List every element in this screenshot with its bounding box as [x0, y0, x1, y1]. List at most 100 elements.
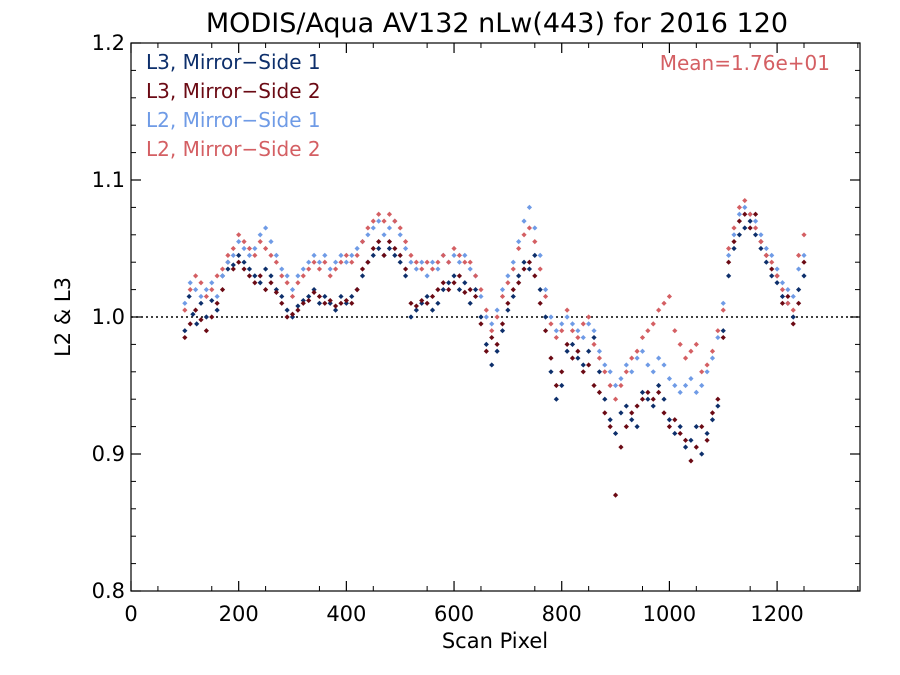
data-point-series-4 — [397, 225, 403, 231]
data-point-series-2 — [397, 252, 403, 258]
x-axis-ticks: 0 200 400 600 800 1000 1200 — [124, 43, 859, 626]
data-point-series-2 — [677, 430, 683, 437]
data-point-series-1 — [612, 430, 619, 437]
data-point-series-4 — [709, 348, 716, 354]
data-point-series-2 — [230, 266, 236, 272]
data-point-series-4 — [376, 211, 382, 217]
data-point-series-3 — [736, 211, 742, 217]
data-point-series-2 — [731, 239, 737, 245]
data-point-series-3 — [295, 273, 301, 279]
x-tick-label: 400 — [326, 602, 366, 626]
x-tick-label: 600 — [434, 602, 474, 626]
data-point-series-4 — [661, 300, 667, 306]
legend-entry-1: L3, Mirror−Side 1 — [146, 50, 321, 74]
data-point-series-3 — [682, 382, 689, 389]
data-point-series-1 — [688, 437, 694, 443]
data-point-series-3 — [467, 266, 473, 272]
data-point-series-3 — [763, 245, 769, 252]
data-point-series-3 — [349, 252, 355, 258]
data-point-series-3 — [661, 362, 667, 368]
data-point-series-1 — [273, 287, 279, 293]
data-point-series-4 — [586, 314, 592, 320]
data-point-series-4 — [327, 273, 333, 279]
data-point-series-2 — [752, 211, 759, 217]
data-point-series-1 — [489, 362, 495, 368]
data-point-series-3 — [720, 300, 726, 306]
data-point-series-3 — [769, 252, 775, 258]
data-point-series-2 — [693, 444, 699, 450]
data-point-series-3 — [451, 252, 457, 258]
data-point-series-3 — [246, 252, 253, 258]
data-point-series-1 — [343, 300, 349, 306]
data-point-series-2 — [322, 300, 328, 306]
data-point-series-1 — [564, 348, 570, 354]
data-point-series-4 — [769, 259, 775, 265]
data-point-series-4 — [322, 259, 328, 265]
data-point-series-1 — [186, 293, 192, 300]
data-point-series-2 — [521, 266, 527, 272]
data-point-series-1 — [306, 293, 312, 300]
data-point-series-3 — [758, 232, 764, 238]
data-point-series-4 — [699, 369, 705, 375]
data-point-series-4 — [796, 252, 802, 258]
data-point-series-1 — [198, 300, 204, 306]
data-point-series-1 — [413, 307, 419, 313]
data-point-series-4 — [462, 259, 468, 265]
data-point-series-3 — [322, 252, 328, 258]
data-point-series-2 — [316, 293, 323, 300]
data-point-series-1 — [456, 287, 463, 293]
data-point-series-1 — [349, 293, 355, 300]
data-point-series-4 — [742, 197, 748, 204]
data-point-series-1 — [424, 293, 430, 300]
data-point-series-2 — [596, 389, 603, 395]
data-point-series-3 — [381, 232, 387, 238]
data-point-series-1 — [532, 252, 538, 258]
data-point-series-3 — [489, 321, 495, 327]
data-point-series-4 — [478, 287, 484, 293]
data-point-series-2 — [268, 280, 274, 286]
data-point-series-1 — [639, 389, 646, 395]
data-point-series-2 — [682, 437, 689, 443]
data-point-series-4 — [483, 307, 489, 313]
data-point-series-3 — [591, 328, 597, 334]
data-point-series-1 — [246, 266, 253, 272]
data-point-series-4 — [316, 266, 323, 272]
data-point-series-2 — [370, 245, 376, 252]
data-point-series-3 — [343, 259, 349, 265]
data-point-series-4 — [575, 334, 581, 341]
data-point-series-4 — [752, 225, 759, 231]
data-point-series-1 — [553, 396, 559, 402]
data-point-series-3 — [182, 300, 188, 306]
data-point-series-3 — [790, 293, 796, 300]
data-point-series-1 — [747, 218, 753, 224]
data-point-series-2 — [537, 300, 543, 306]
data-point-series-4 — [785, 300, 791, 306]
data-point-series-2 — [392, 245, 398, 252]
data-point-series-1 — [575, 355, 581, 361]
data-point-series-2 — [203, 328, 209, 334]
data-point-series-1 — [241, 259, 247, 265]
data-point-series-4 — [612, 396, 619, 402]
data-point-series-2 — [381, 252, 387, 258]
data-point-series-3 — [537, 252, 543, 258]
data-point-series-2 — [569, 355, 576, 361]
data-point-series-2 — [311, 289, 317, 295]
data-point-series-3 — [505, 273, 511, 279]
data-point-series-1 — [521, 259, 527, 265]
legend: L3, Mirror−Side 1 L3, Mirror−Side 2 L2, Mi… — [146, 50, 321, 161]
data-point-series-4 — [666, 293, 673, 300]
data-point-series-3 — [456, 259, 463, 265]
y-axis-ticks: 0.8 0.9 1.0 1.1 1.2 — [92, 31, 860, 603]
data-point-series-2 — [424, 300, 430, 306]
data-point-series-3 — [402, 245, 409, 252]
data-point-series-4 — [553, 334, 559, 341]
data-point-series-1 — [397, 259, 403, 265]
data-point-series-1 — [704, 430, 710, 437]
data-point-series-2 — [386, 239, 393, 245]
y-tick-label: 1.0 — [92, 305, 125, 329]
data-point-series-3 — [666, 376, 673, 382]
data-point-series-3 — [376, 218, 382, 224]
data-point-series-3 — [273, 252, 279, 258]
data-point-series-4 — [193, 273, 199, 279]
data-point-series-4 — [306, 266, 312, 272]
